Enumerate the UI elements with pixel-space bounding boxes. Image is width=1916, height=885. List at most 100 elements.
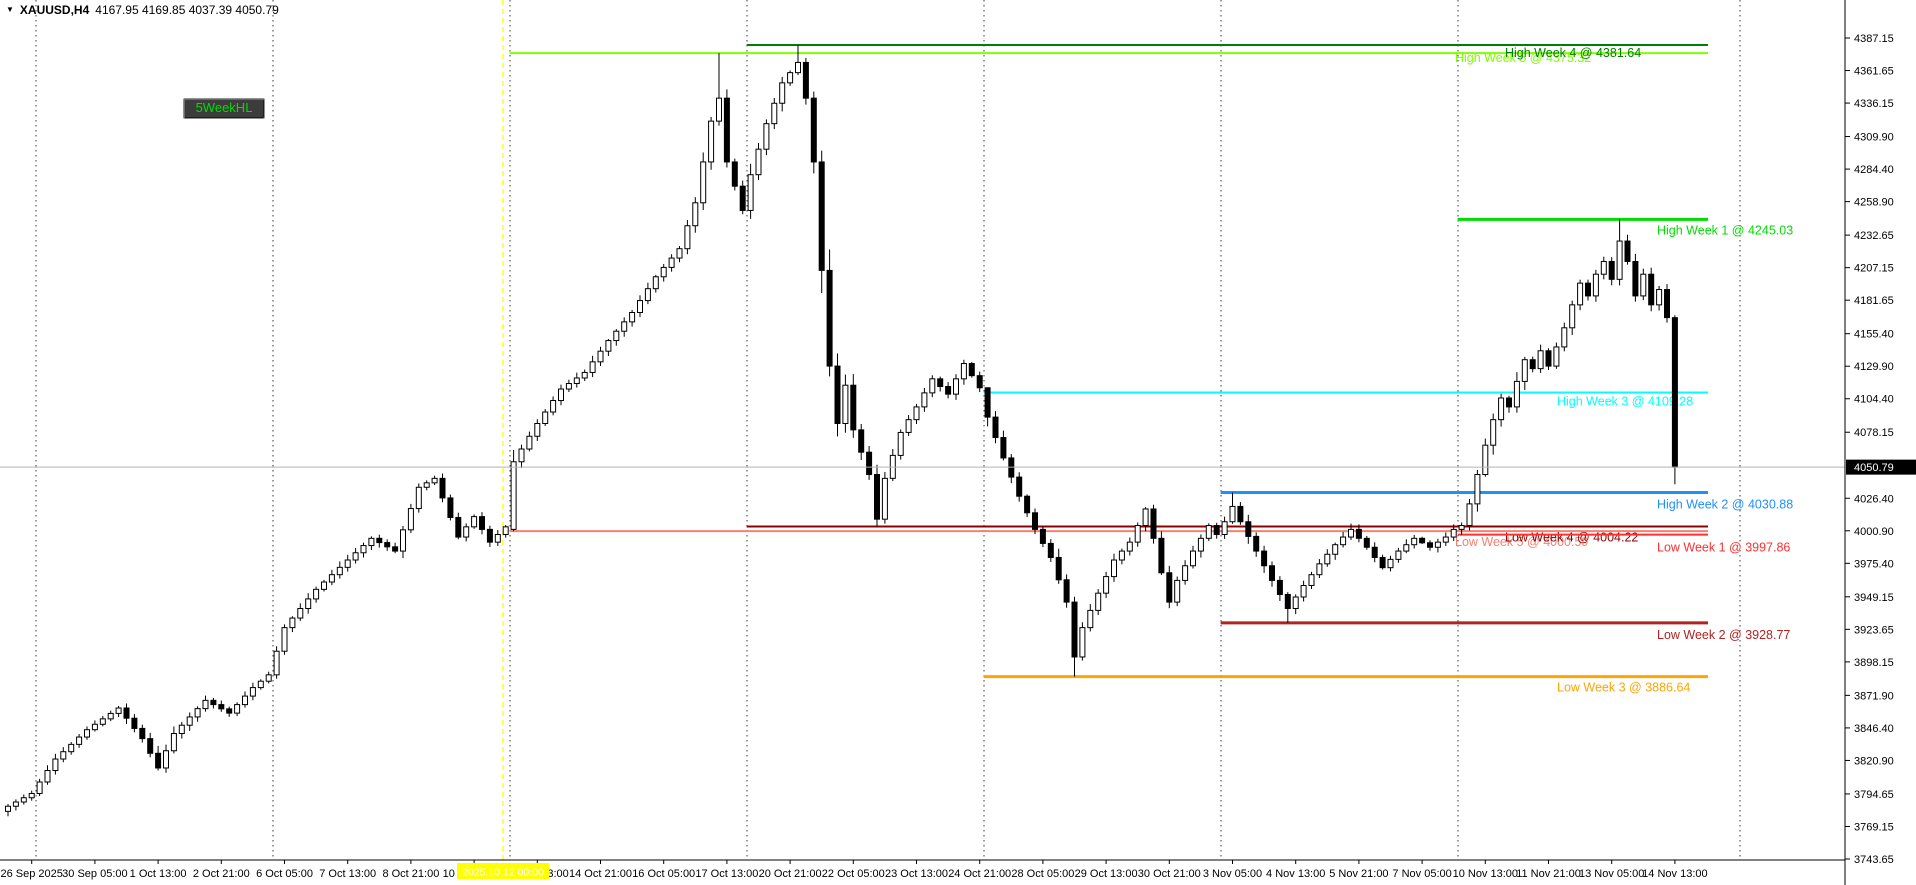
candle-body: [502, 526, 509, 535]
candle-body: [1671, 317, 1678, 468]
candle-body: [763, 123, 770, 150]
candle-body: [265, 674, 272, 682]
candle-body: [1063, 579, 1070, 603]
candle-body: [297, 607, 304, 619]
candle-body: [526, 435, 533, 450]
candle-body: [1229, 505, 1236, 523]
candle-body: [1419, 537, 1426, 544]
time-axis-label: 4 Nov 13:00: [1266, 868, 1325, 880]
level-label-low-week-4: Low Week 4 @ 4004.22: [1505, 531, 1638, 545]
candle-body: [360, 545, 367, 554]
candle-body: [1118, 550, 1125, 561]
candle-body: [747, 174, 754, 211]
time-axis-label: 22 Oct 05:00: [822, 868, 885, 880]
candle-body: [486, 528, 493, 543]
candle-body: [1253, 535, 1260, 552]
candle-body: [826, 269, 833, 367]
candle-body: [107, 712, 114, 720]
candle-body: [1190, 550, 1196, 567]
candle-body: [1213, 525, 1220, 535]
time-axis-label: 24 Oct 21:00: [948, 868, 1011, 880]
candle-body: [1403, 544, 1410, 552]
current-price-label: 4050.79: [1854, 462, 1894, 474]
vline-time-label: 2025.10.12 00:00: [462, 867, 544, 879]
candle-body: [787, 72, 794, 84]
candle-body: [99, 718, 106, 725]
five-week-hl-button[interactable]: 5WeekHL: [183, 98, 265, 119]
time-axis[interactable]: 26 Sep 2025 30 Sep 05:00 1 Oct 13:00 2 Oct …: [1, 860, 1708, 880]
candle-body: [629, 311, 636, 323]
price-axis-label: 4258.90: [1854, 197, 1894, 209]
candle-body: [1205, 525, 1212, 539]
candle-body: [644, 288, 651, 302]
candle-body: [1221, 521, 1228, 535]
price-axis[interactable]: 4387.15 4361.65 4336.15 4309.90 4284.40 4258.…: [1845, 33, 1916, 866]
candle-body: [1126, 541, 1133, 552]
price-axis-label: 4026.40: [1854, 493, 1894, 505]
candle-body: [1506, 397, 1512, 408]
price-axis-label: 4155.40: [1854, 329, 1894, 341]
candle-body: [960, 363, 967, 380]
symbol-name: XAUUSD,H4: [19, 3, 90, 17]
price-axis-label: 4336.15: [1854, 98, 1894, 110]
candle-body: [992, 416, 999, 439]
candle-body: [1174, 579, 1181, 603]
candle-body: [281, 627, 288, 652]
candle-body: [1039, 528, 1046, 544]
period-separators: [35, 0, 1741, 860]
candle-body: [1316, 563, 1323, 576]
candle-body: [68, 743, 75, 753]
candle-body: [637, 300, 643, 313]
time-axis-label: 30 Sep 05:00: [62, 868, 127, 880]
candle-body: [684, 225, 691, 250]
candle-body: [479, 516, 485, 530]
candle-body: [1632, 260, 1639, 297]
candle-body: [542, 411, 549, 424]
candle-body: [123, 707, 130, 719]
candle-body: [700, 161, 707, 204]
candle-body: [1182, 565, 1189, 581]
candle-body: [716, 97, 722, 122]
candle-body: [858, 429, 865, 453]
candle-body: [771, 102, 778, 125]
price-axis-label: 3898.15: [1854, 657, 1894, 669]
candle-body: [328, 574, 335, 583]
candle-body: [202, 699, 209, 710]
candle-body: [1395, 550, 1402, 560]
candle-body: [155, 752, 162, 769]
candle-body: [1142, 508, 1149, 527]
candle-body: [273, 650, 280, 676]
candle-body: [810, 97, 817, 163]
candle-body: [1292, 596, 1299, 609]
candle-body: [1466, 503, 1473, 527]
candle-body: [352, 552, 359, 561]
candle-body: [913, 406, 920, 421]
candle-body: [36, 781, 43, 794]
candlestick-series: [5, 45, 1678, 817]
candle-body: [550, 400, 557, 413]
candle-body: [1592, 273, 1599, 297]
candle-body: [1024, 495, 1031, 514]
candle-body: [1087, 609, 1094, 629]
symbol-collapse-icon[interactable]: ▼: [6, 5, 14, 14]
price-axis-label: 3923.65: [1854, 624, 1894, 636]
candle-body: [5, 805, 11, 812]
price-axis-label: 4387.15: [1854, 33, 1894, 45]
price-axis-label: 3794.65: [1854, 789, 1894, 801]
candle-body: [1047, 542, 1054, 558]
candle-body: [60, 751, 67, 760]
candle-body: [431, 477, 438, 484]
price-axis-label: 3871.90: [1854, 690, 1894, 702]
candle-body: [1442, 536, 1449, 543]
candle-body: [194, 708, 201, 718]
candle-body: [1245, 521, 1252, 537]
candle-body: [115, 707, 122, 714]
price-axis-label: 4309.90: [1854, 132, 1894, 144]
candle-body: [447, 497, 454, 518]
candle-body: [581, 371, 588, 379]
candle-body: [1103, 576, 1110, 594]
candle-body: [1284, 593, 1291, 609]
candle-body: [1134, 525, 1141, 543]
candle-body: [1640, 273, 1647, 297]
